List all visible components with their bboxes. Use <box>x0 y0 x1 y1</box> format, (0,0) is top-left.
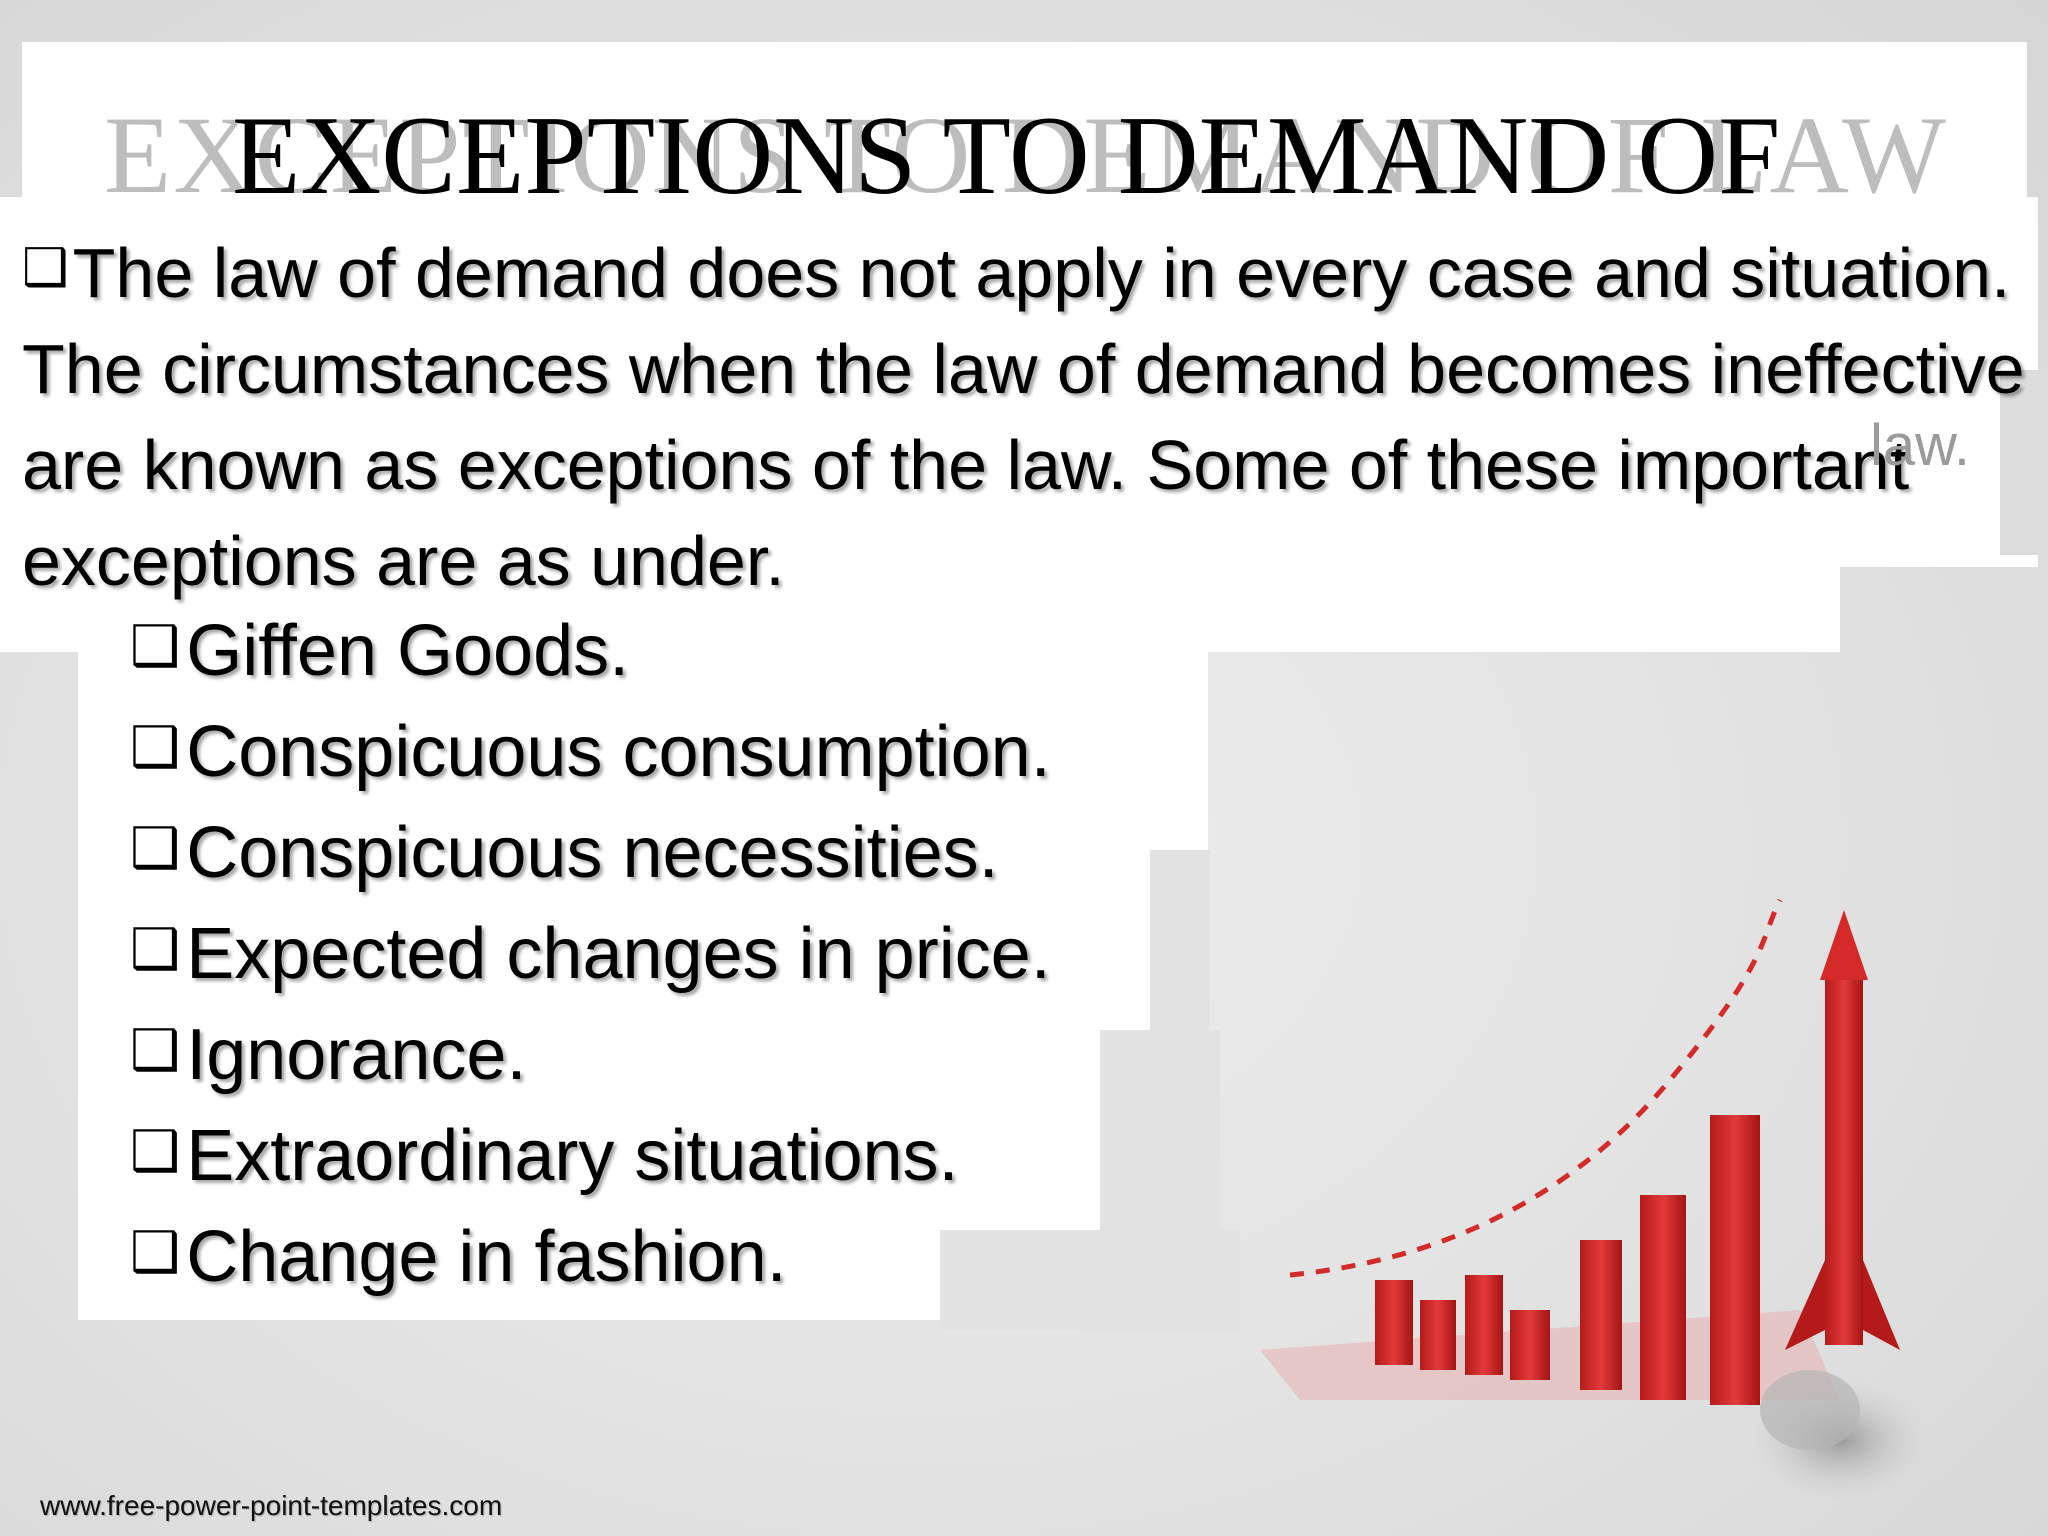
intro-box <box>0 197 2038 567</box>
list-item: ❑Expected changes in price. <box>130 901 1051 1002</box>
rocket-body <box>1825 975 1863 1345</box>
list-item: ❑Extraordinary situations. <box>130 1103 1051 1204</box>
footer-url: www.free-power-point-templates.com <box>40 1490 503 1521</box>
list-panel-bottom <box>140 1220 940 1320</box>
bullet-box-icon: ❑ <box>130 614 181 677</box>
rocket-fin <box>1785 1260 1825 1350</box>
bar <box>1580 1240 1622 1390</box>
list-item: ❑Giffen Goods. <box>130 598 1051 699</box>
list-panel-cut <box>1150 850 1210 1030</box>
list-item-text: Giffen Goods. <box>186 611 630 691</box>
bar <box>1420 1300 1456 1370</box>
bullet-box-icon: ❑ <box>130 715 181 778</box>
title-ghost: EXCEPTIONS TO DEMAND OF LAW <box>104 94 1948 216</box>
bullet-box-icon: ❑ <box>130 1220 181 1283</box>
rocket-fin <box>1863 1260 1900 1350</box>
bar <box>1640 1195 1686 1400</box>
trend-dashes <box>1289 898 1783 1278</box>
list-item-text: Conspicuous necessities. <box>186 813 999 893</box>
rocket-nose <box>1820 910 1868 980</box>
list-item-text: Change in fashion. <box>186 1217 787 1297</box>
list-item-text: Expected changes in price. <box>186 914 1051 994</box>
bar <box>1710 1115 1760 1405</box>
list-item: ❑Change in fashion. <box>130 1204 1051 1305</box>
rocket-bar-chart-icon <box>1260 898 1930 1500</box>
bar <box>1465 1275 1503 1375</box>
bullet-box-icon: ❑ <box>130 1018 181 1081</box>
list-item: ❑Ignorance. <box>130 1002 1051 1103</box>
ghost-law-text: law. <box>1870 413 1970 478</box>
list-panel-cut3 <box>940 1230 1240 1330</box>
smoke-puff <box>1760 1370 1860 1450</box>
list-panel-cut2 <box>1100 1030 1220 1230</box>
bar <box>1510 1310 1550 1380</box>
bullet-box-icon: ❑ <box>130 917 181 980</box>
bar <box>1375 1280 1413 1365</box>
list-item: ❑Conspicuous necessities. <box>130 800 1051 901</box>
list-item-text: Ignorance. <box>186 1015 527 1095</box>
bullet-box-icon: ❑ <box>22 239 69 297</box>
list-item-text: Conspicuous consumption. <box>186 712 1051 792</box>
list-item: ❑Conspicuous consumption. <box>130 699 1051 800</box>
intro-text: The law of demand does not apply in ever… <box>22 234 2025 600</box>
list-item-text: Extraordinary situations. <box>186 1116 959 1196</box>
intro-box-notch <box>2000 370 2048 555</box>
bullet-box-icon: ❑ <box>130 816 181 879</box>
intro-paragraph: ❑The law of demand does not apply in eve… <box>22 220 2032 609</box>
bullet-box-icon: ❑ <box>130 1119 181 1182</box>
list-panel-lower <box>78 1000 1108 1230</box>
exceptions-list: ❑Giffen Goods. ❑Conspicuous consumption.… <box>130 598 1051 1305</box>
intro-box-extension <box>0 560 1840 652</box>
